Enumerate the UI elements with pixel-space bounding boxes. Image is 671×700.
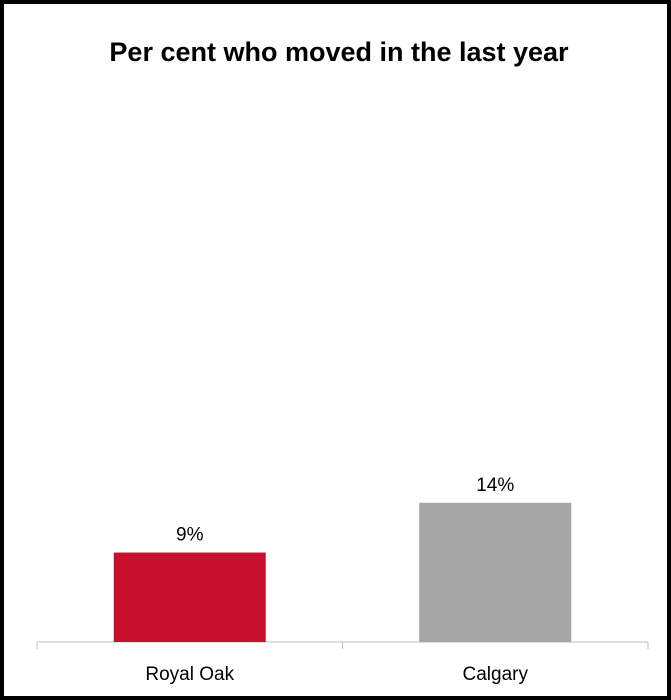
x-tick-label: Calgary: [463, 664, 529, 685]
bar-royal-oak: [113, 552, 266, 642]
data-label: 14%: [476, 475, 514, 496]
chart-title: Per cent who moved in the last year: [109, 37, 569, 67]
x-tick-label: Royal Oak: [145, 664, 234, 685]
data-label: 9%: [176, 525, 204, 546]
bar-calgary: [419, 502, 572, 642]
